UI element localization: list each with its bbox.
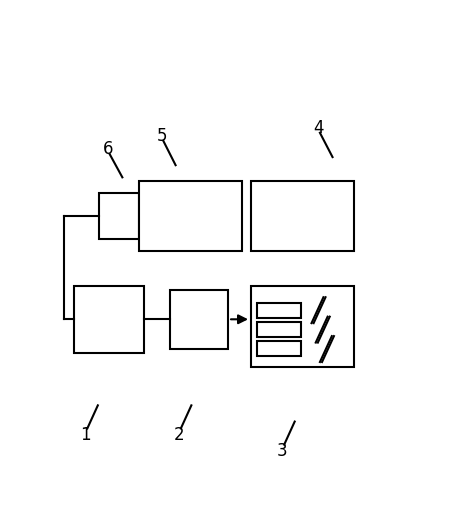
Bar: [250, 286, 354, 367]
Text: 5: 5: [156, 127, 166, 145]
Bar: [256, 322, 300, 337]
Bar: [138, 180, 242, 251]
Text: 2: 2: [173, 426, 184, 444]
Text: 4: 4: [313, 119, 323, 137]
Bar: [98, 193, 138, 239]
Bar: [250, 180, 354, 251]
Text: 6: 6: [103, 140, 113, 158]
Bar: [256, 303, 300, 318]
Bar: [170, 290, 228, 349]
Bar: [256, 341, 300, 356]
Text: 1: 1: [80, 426, 90, 444]
Bar: [74, 286, 144, 353]
Text: 3: 3: [276, 442, 287, 460]
